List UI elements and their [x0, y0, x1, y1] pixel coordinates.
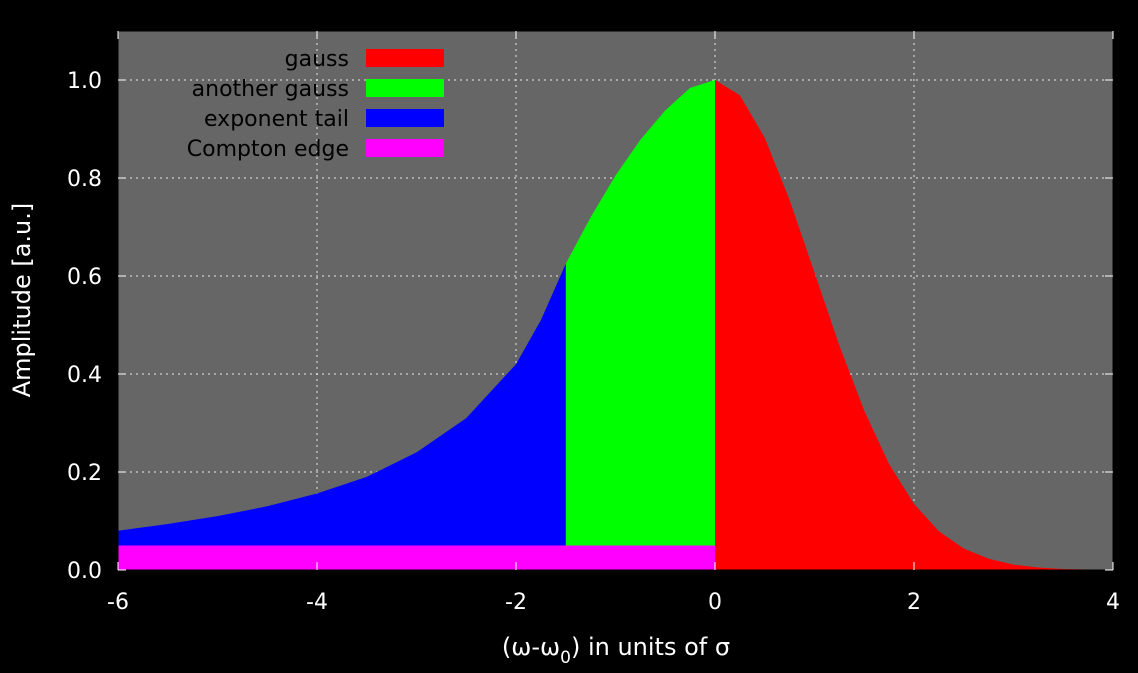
y-tick-label: 0.2 [67, 461, 102, 486]
area-another-gauss [565, 80, 715, 570]
y-axis-title: Amplitude [a.u.] [8, 203, 36, 398]
legend-swatch [366, 79, 444, 97]
x-tick-label: 4 [1106, 590, 1120, 615]
legend-label: exponent tail [204, 107, 349, 132]
x-tick-label: -4 [306, 590, 328, 615]
area-exponent-tail [118, 263, 566, 570]
y-tick-label: 1.0 [67, 69, 102, 94]
data-areas [118, 80, 1113, 570]
plot-frame [117, 30, 1114, 571]
area-gauss [715, 80, 1113, 570]
x-tick-label: -6 [107, 590, 129, 615]
x-axis-title: (ω-ω0) in units of σ [502, 633, 730, 668]
x-axis-title-subscript: 0 [560, 648, 571, 668]
y-tick-label: 0.6 [67, 265, 102, 290]
legend-swatch [366, 109, 444, 127]
y-tick-label: 0.8 [67, 167, 102, 192]
legend-swatch [366, 139, 444, 157]
y-tick-label: 0.4 [67, 363, 102, 388]
x-tick-label: 2 [907, 590, 921, 615]
area-compton-edge [118, 545, 715, 570]
legend-swatch [366, 49, 444, 67]
legend-label: Compton edge [187, 137, 349, 162]
legend-label: another gauss [192, 77, 349, 102]
axis-ticks: -6 -4 -2 0 2 4 0.0 0.2 0.4 0.6 0.8 1.0 [67, 31, 1120, 615]
legend-label: gauss [285, 47, 349, 72]
grid [118, 31, 1113, 570]
legend: gauss another gauss exponent tail Compton e… [187, 47, 444, 162]
x-tick-label: 0 [708, 590, 722, 615]
x-tick-label: -2 [505, 590, 527, 615]
x-axis-title-main: (ω-ω [502, 633, 560, 661]
x-axis-title-rest: ) in units of σ [571, 633, 730, 661]
y-tick-label: 0.0 [67, 559, 102, 584]
